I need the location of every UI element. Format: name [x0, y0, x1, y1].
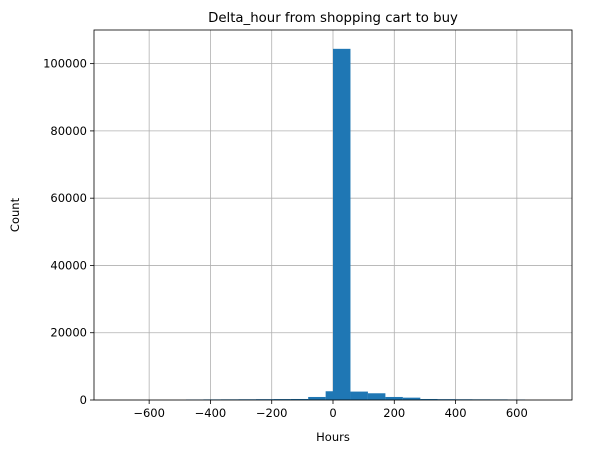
- x-tick-label: −400: [195, 406, 227, 420]
- histogram-bar: [273, 399, 291, 400]
- y-tick-label: 100000: [43, 57, 87, 71]
- histogram-bar: [420, 398, 438, 400]
- x-axis-label: Hours: [316, 430, 350, 444]
- x-tick-label: 400: [445, 406, 467, 420]
- x-tick-label: −200: [256, 406, 288, 420]
- histogram-bar: [350, 391, 368, 400]
- y-tick-label: 80000: [50, 124, 87, 138]
- y-tick-label: 0: [80, 393, 87, 407]
- histogram-bar: [402, 397, 421, 400]
- histogram-bar: [385, 396, 403, 400]
- y-tick-label: 40000: [50, 258, 87, 272]
- histogram-bar: [255, 399, 274, 400]
- y-axis-label: Count: [8, 197, 22, 232]
- x-tick-label: 600: [506, 406, 528, 420]
- y-tick-label: 60000: [50, 191, 87, 205]
- histogram-bars: [185, 48, 526, 400]
- histogram-bar: [367, 393, 386, 400]
- plot-frame: [93, 29, 573, 401]
- histogram-bar: [333, 48, 351, 400]
- histogram-bar: [437, 399, 456, 400]
- histogram-bar: [308, 396, 326, 400]
- x-tick-label: 0: [329, 406, 336, 420]
- axis-ticks: −600 −400 −200 0 200 400 600 0 20000 40000 60000 80…: [43, 57, 528, 420]
- x-tick-label: 200: [383, 406, 405, 420]
- histogram-bar: [290, 398, 309, 400]
- chart-title: Delta_hour from shopping cart to buy: [208, 11, 458, 26]
- y-tick-label: 20000: [50, 326, 87, 340]
- x-tick-label: −600: [133, 406, 165, 420]
